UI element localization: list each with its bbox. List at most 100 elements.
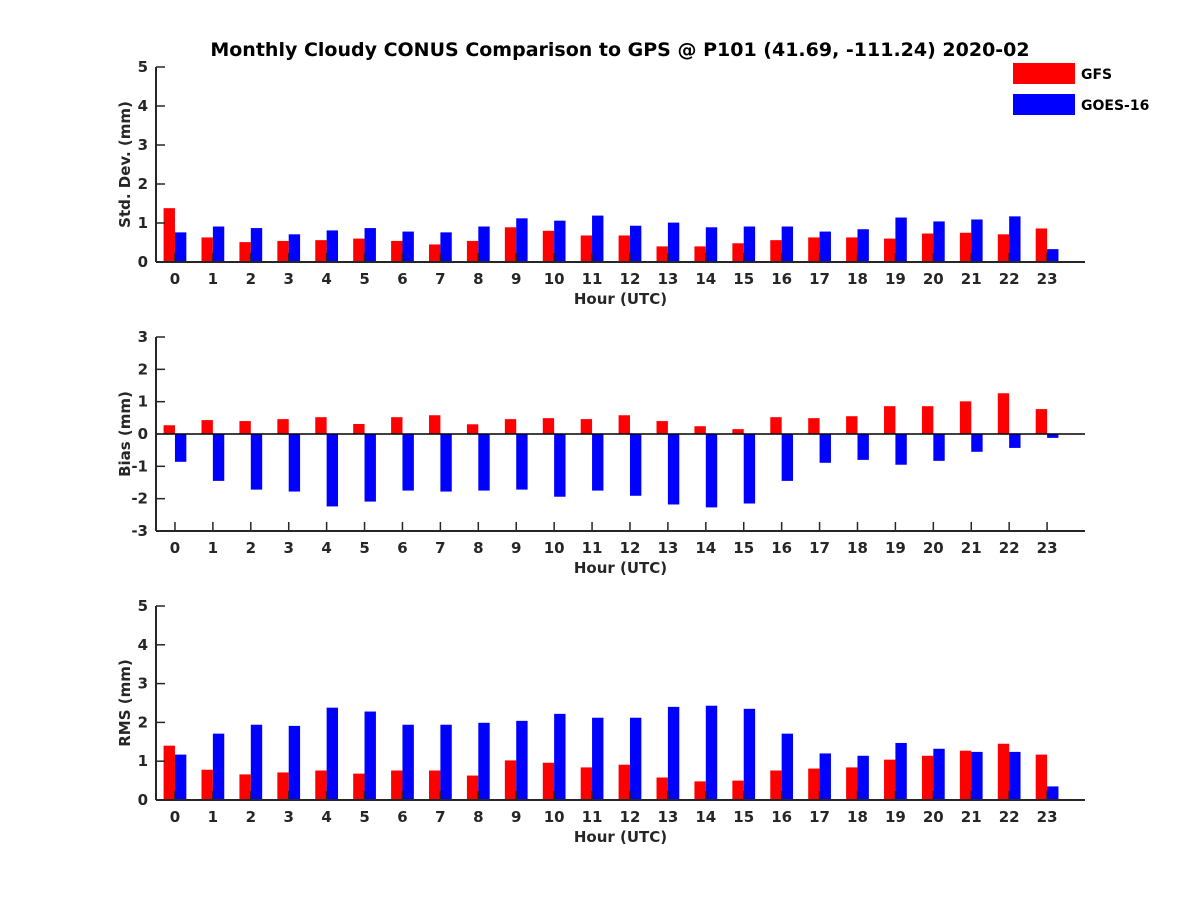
x-tick-label: 7 [435,808,445,826]
bar-gfs-hour-16 [770,417,782,434]
y-tick-label: 0 [138,425,148,443]
x-tick-label: 3 [283,808,293,826]
x-axis-label: Hour (UTC) [574,290,667,308]
bar-goes-16-hour-9 [516,434,528,490]
x-tick-label: 5 [359,539,369,557]
x-tick-label: 0 [170,270,180,288]
bar-gfs-hour-3 [277,772,289,800]
x-tick-label: 23 [1037,539,1058,557]
bar-goes-16-hour-4 [326,707,339,800]
bar-goes-16-hour-10 [554,220,566,262]
bar-gfs-hour-22 [997,234,1010,262]
x-tick-label: 12 [620,270,641,288]
bar-goes-16-hour-13 [667,222,680,262]
x-tick-label: 13 [657,539,678,557]
y-axis-label: Std. Dev. (mm) [116,101,134,228]
y-tick-label: 3 [138,675,148,693]
legend-swatch-gfs [1013,63,1075,84]
bar-gfs-hour-16 [770,770,782,800]
bar-goes-16-hour-15 [743,226,756,262]
bar-goes-16-hour-18 [857,229,869,262]
x-tick-label: 21 [961,270,982,288]
chart-title: Monthly Cloudy CONUS Comparison to GPS @… [210,39,1029,61]
bar-gfs-hour-12 [618,764,630,800]
x-tick-label: 19 [885,808,906,826]
x-axis-label: Hour (UTC) [574,559,667,577]
x-tick-label: 14 [695,808,716,826]
bar-goes-16-hour-17 [819,231,831,262]
bar-gfs-hour-7 [429,244,441,262]
x-tick-label: 15 [733,270,754,288]
x-tick-label: 16 [771,808,792,826]
bar-gfs-hour-19 [884,238,896,262]
x-tick-label: 13 [657,270,678,288]
bar-gfs-hour-10 [542,762,555,800]
bar-gfs-hour-12 [618,415,630,434]
x-tick-label: 18 [847,539,868,557]
bar-goes-16-hour-16 [781,733,794,800]
bar-gfs-hour-4 [315,417,327,434]
x-tick-label: 5 [359,808,369,826]
x-tick-label: 1 [208,270,218,288]
bar-gfs-hour-15 [732,243,744,262]
bar-goes-16-hour-0 [174,232,187,262]
bar-gfs-hour-15 [732,780,744,800]
x-tick-label: 16 [771,270,792,288]
bar-goes-16-hour-3 [288,725,301,800]
x-tick-label: 19 [885,270,906,288]
x-tick-label: 1 [208,808,218,826]
bar-gfs-hour-5 [353,773,365,800]
bar-gfs-hour-4 [315,770,327,800]
legend-swatch-goes-16 [1013,94,1075,115]
bar-goes-16-hour-8 [478,226,490,262]
bar-gfs-hour-14 [694,426,706,434]
bar-goes-16-hour-15 [743,434,756,504]
legend: GFS GOES-16 [1013,63,1149,115]
bar-gfs-hour-7 [429,770,441,800]
y-tick-label: 1 [138,214,148,232]
y-tick-label: 3 [138,136,148,154]
bar-gfs-hour-4 [315,240,327,262]
bar-goes-16-hour-11 [592,215,604,262]
bar-gfs-hour-20 [921,755,934,800]
x-tick-label: 17 [809,539,830,557]
y-axis-label: RMS (mm) [116,659,134,746]
bar-goes-16-hour-1 [212,226,225,262]
bar-goes-16-hour-1 [212,434,225,481]
bar-gfs-hour-11 [580,235,593,262]
bar-goes-16-hour-16 [781,226,794,262]
y-tick-label: 5 [138,58,148,76]
bar-gfs-hour-21 [959,750,972,800]
x-tick-label: 14 [695,539,716,557]
bar-goes-16-hour-12 [629,434,642,496]
bar-gfs-hour-8 [466,775,479,800]
x-tick-label: 3 [283,539,293,557]
bar-goes-16-hour-0 [174,434,187,462]
bar-goes-16-hour-13 [667,434,680,505]
bar-gfs-hour-0 [163,425,175,434]
y-tick-label: 3 [138,328,148,346]
x-tick-label: 2 [246,539,256,557]
x-tick-label: 20 [923,808,944,826]
bar-goes-16-hour-13 [667,706,680,800]
bar-goes-16-hour-20 [933,434,945,461]
bar-goes-16-hour-20 [933,221,945,262]
bar-gfs-hour-16 [770,240,782,262]
bar-gfs-hour-2 [239,774,251,800]
x-tick-label: 23 [1037,808,1058,826]
x-tick-label: 17 [809,270,830,288]
bar-gfs-hour-22 [997,393,1010,434]
x-tick-label: 18 [847,270,868,288]
bar-gfs-hour-13 [656,246,668,262]
bar-goes-16-hour-2 [250,434,263,490]
x-tick-label: 21 [961,539,982,557]
x-tick-label: 1 [208,539,218,557]
x-tick-label: 12 [620,539,641,557]
bar-goes-16-hour-9 [516,720,528,800]
bar-goes-16-hour-22 [1009,216,1021,262]
x-tick-label: 9 [511,270,521,288]
bar-gfs-hour-19 [884,759,896,800]
x-tick-label: 10 [544,270,565,288]
bar-goes-16-hour-10 [554,434,566,497]
